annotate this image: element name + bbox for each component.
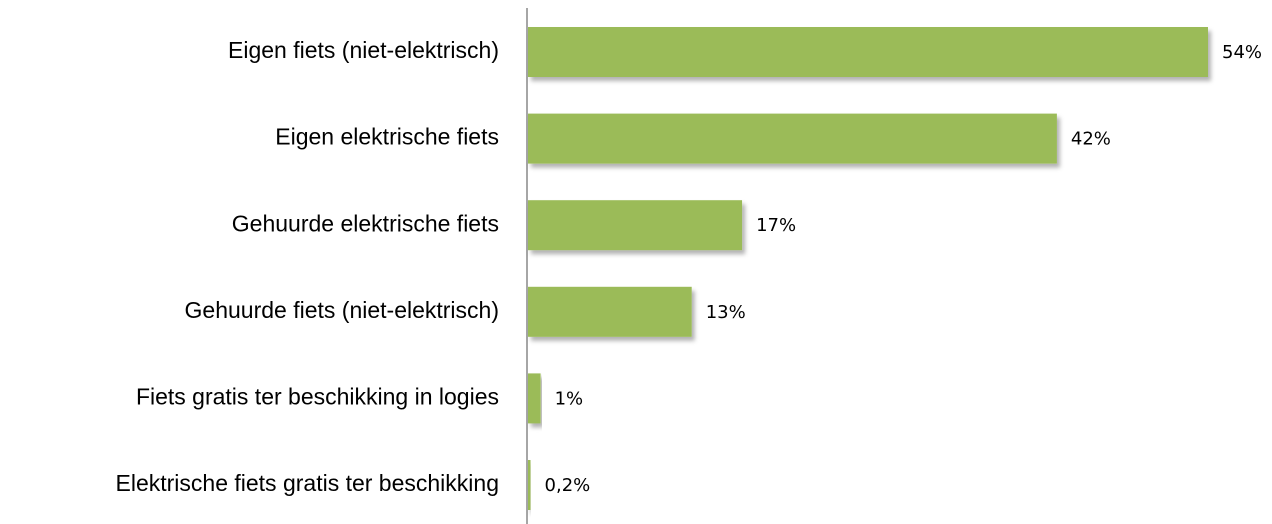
category-label: Elektrische fiets gratis ter beschikking bbox=[116, 470, 500, 496]
bar bbox=[528, 460, 531, 510]
value-label: 17% bbox=[756, 215, 796, 236]
value-label: 42% bbox=[1071, 129, 1111, 150]
category-label: Eigen elektrische fiets bbox=[275, 124, 499, 150]
bar bbox=[528, 200, 743, 251]
bar bbox=[528, 113, 1057, 164]
category-label: Gehuurde elektrische fiets bbox=[232, 210, 499, 236]
category-label: Fiets gratis ter beschikking in logies bbox=[136, 383, 499, 409]
bar bbox=[528, 27, 1208, 77]
value-label: 1% bbox=[555, 388, 584, 409]
bar bbox=[528, 373, 541, 424]
value-label: 54% bbox=[1222, 42, 1262, 63]
category-label: Eigen fiets (niet-elektrisch) bbox=[228, 37, 499, 63]
bar bbox=[528, 286, 692, 337]
category-label: Gehuurde fiets (niet-elektrisch) bbox=[185, 297, 499, 323]
value-label: 13% bbox=[706, 302, 746, 323]
value-label: 0,2% bbox=[545, 475, 591, 496]
